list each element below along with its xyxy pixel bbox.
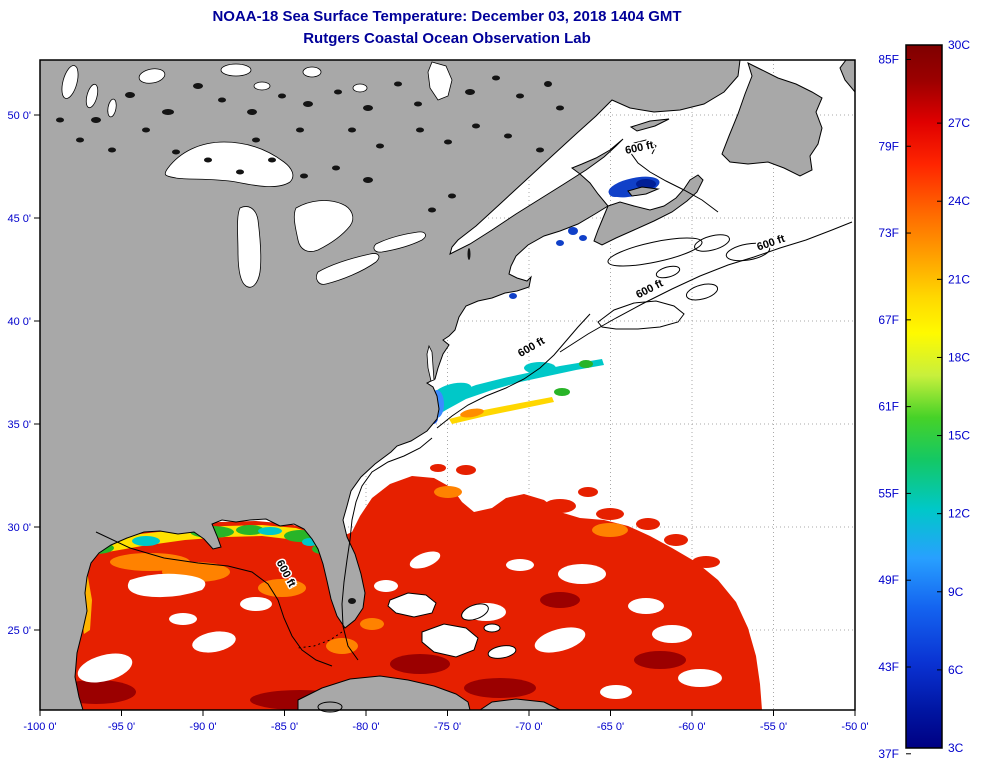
- x-tick-label: -50 0': [841, 721, 868, 733]
- x-tick-label: -95 0': [108, 721, 135, 733]
- y-tick-label: 50 0': [7, 110, 31, 122]
- contour-layer: [95, 139, 853, 667]
- colorbar-label-f: 85F: [878, 52, 899, 66]
- colorbar-label-c: 15C: [948, 429, 970, 443]
- sst-cold-specks: [502, 176, 660, 299]
- james-bay: [427, 61, 453, 101]
- colorbar-label-c: 27C: [948, 116, 970, 130]
- colorbar-label-f: 67F: [878, 313, 899, 327]
- sst-cloud-gaps: [77, 551, 722, 699]
- x-tick-label: -90 0': [189, 721, 216, 733]
- colorbar-label-c: 24C: [948, 194, 970, 208]
- newfoundland: [721, 62, 823, 177]
- axis-layer: -100 0' -95 0' -90 0' -85 0' -80 0' -75 0' -70…: [7, 110, 868, 733]
- lake-erie: [316, 253, 380, 285]
- coastal-bays: [426, 344, 435, 382]
- y-tick-label: 45 0': [7, 213, 31, 225]
- lake-michigan: [237, 206, 262, 288]
- colorbar-label-c: 21C: [948, 272, 970, 286]
- contour-laurentian-channel: [629, 139, 719, 213]
- colorbar-frame: [905, 44, 943, 749]
- x-tick-label: -75 0': [434, 721, 461, 733]
- x-tick-label: -55 0': [760, 721, 787, 733]
- colorbar: 85F 79F 73F 67F 61F 55F 49F 43F 37F 30C 27C 24C 21C 1…: [878, 38, 970, 761]
- y-tick-label: 25 0': [7, 625, 31, 637]
- contour-outer-shelf: [559, 221, 853, 353]
- colorbar-label-f: 55F: [878, 486, 899, 500]
- contour-georges-bank: [597, 300, 685, 330]
- small-lakes: [56, 75, 564, 604]
- contour-scotian-shelf: [607, 237, 703, 267]
- bahama-banks: [387, 592, 517, 659]
- contour-midatlantic-shelf: [436, 313, 591, 429]
- x-tick-label: -70 0': [515, 721, 542, 733]
- sst-warm-patches: [430, 464, 720, 568]
- colorbar-label-f: 43F: [878, 660, 899, 674]
- contour-southeast-coast: [341, 437, 433, 661]
- colorbar-label-f: 73F: [878, 226, 899, 240]
- figure-title: NOAA-18 Sea Surface Temperature: Decembe…: [212, 8, 681, 25]
- anticosti-island: [629, 118, 670, 132]
- colorbar-gradient: [906, 45, 942, 748]
- x-tick-label: -60 0': [678, 721, 705, 733]
- colorbar-labels: 85F 79F 73F 67F 61F 55F 49F 43F 37F 30C 27C 24C 21C 1…: [878, 38, 970, 761]
- colorbar-label-c: 30C: [948, 38, 970, 52]
- chesapeake-bay: [426, 344, 435, 382]
- x-tick-label: -65 0': [597, 721, 624, 733]
- colorbar-label-c: 9C: [948, 585, 964, 599]
- y-tick-label: 40 0': [7, 316, 31, 328]
- y-tick-label: 35 0': [7, 419, 31, 431]
- lake-ontario: [373, 231, 426, 253]
- land-layer: [39, 59, 856, 713]
- x-tick-label: -100 0': [23, 721, 56, 733]
- colorbar-label-f: 61F: [878, 400, 899, 414]
- lake-superior: [164, 141, 294, 187]
- northern-lakes: [61, 61, 453, 118]
- nova-scotia: [593, 174, 704, 246]
- y-tick-label: 30 0': [7, 522, 31, 534]
- figure-subtitle: Rutgers Coastal Ocean Observation Lab: [303, 30, 591, 47]
- x-tick-label: -80 0': [352, 721, 379, 733]
- sst-orange-accents: [80, 486, 628, 654]
- mainland: [39, 59, 741, 711]
- colorbar-label-c: 12C: [948, 507, 970, 521]
- colorbar-label-f: 37F: [878, 747, 899, 761]
- colorbar-label-c: 18C: [948, 350, 970, 364]
- colorbar-label-c: 3C: [948, 741, 964, 755]
- colorbar-label-c: 6C: [948, 663, 964, 677]
- colorbar-label-f: 79F: [878, 139, 899, 153]
- x-tick-label: -85 0': [271, 721, 298, 733]
- contour-gulf-shelf: [95, 531, 333, 667]
- prince-edward-island: [627, 186, 660, 197]
- lake-huron: [293, 200, 354, 252]
- great-lakes: [164, 141, 426, 288]
- colorbar-label-f: 49F: [878, 573, 899, 587]
